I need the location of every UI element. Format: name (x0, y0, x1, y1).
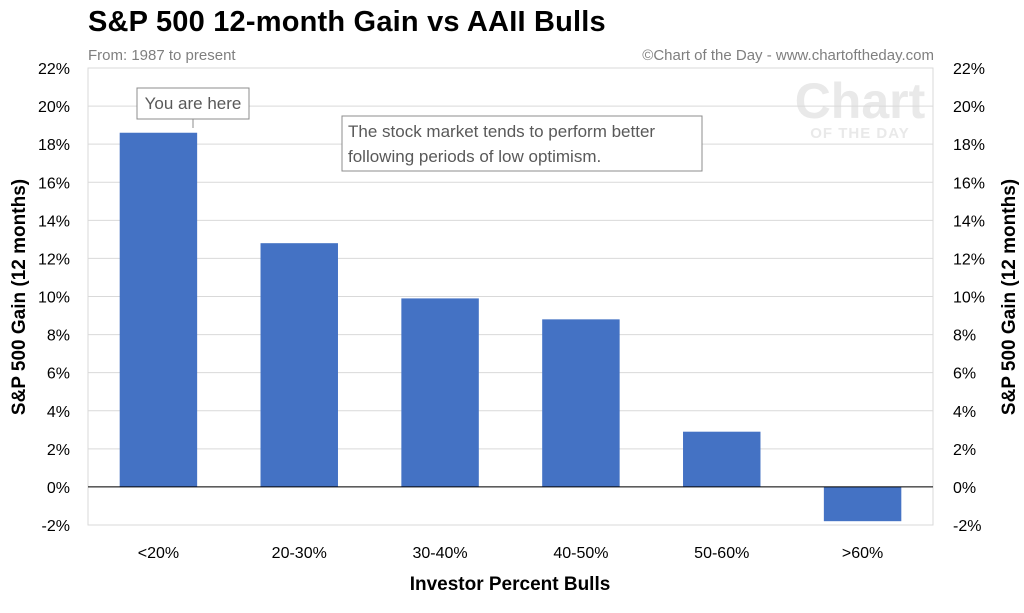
y-tick-label-left: 0% (47, 480, 70, 497)
note-line-2: following periods of low optimism. (348, 147, 601, 166)
chart-subtitle: From: 1987 to present (88, 47, 236, 64)
chart-title: S&P 500 12-month Gain vs AAII Bulls (88, 6, 606, 38)
note-border (341, 115, 703, 172)
watermark-logo: Chart OF THE DAY (795, 73, 926, 142)
y-tick-label-right: 16% (953, 175, 985, 192)
y-tick-label-left: 20% (38, 99, 70, 116)
y-tick-label-left: -2% (42, 518, 70, 535)
y-tick-label-right: 6% (953, 366, 976, 383)
y-tick-label-right: 18% (953, 137, 985, 154)
x-tick-label: <20% (138, 545, 179, 562)
bar-5 (683, 431, 761, 487)
y-tick-label-right: 22% (953, 61, 985, 78)
y-tick-label-right: 0% (953, 480, 976, 497)
y-tick-label-left: 10% (38, 290, 70, 307)
y-axis-left-ticks: -2% 0% 2% 4% 6% 8% 10% 12% 14% 16% 18% 20% 22% (38, 61, 70, 535)
bar-6 (823, 486, 902, 522)
bar-2 (260, 243, 338, 487)
y-axis-right-ticks: -2% 0% 2% 4% 6% 8% 10% 12% 14% 16% 18% 20% 22% (953, 61, 985, 535)
y-axis-title-right: S&P 500 Gain (12 months) (999, 179, 1020, 415)
callout-text: You are here (145, 94, 242, 113)
y-tick-label-left: 16% (38, 175, 70, 192)
bar-4 (542, 319, 620, 487)
watermark-line2: OF THE DAY (810, 125, 909, 142)
callout-box (136, 87, 250, 120)
y-tick-label-right: 10% (953, 290, 985, 307)
y-tick-label-left: 18% (38, 137, 70, 154)
chart-credit: ©Chart of the Day - www.chartoftheday.co… (642, 47, 934, 64)
y-tick-label-left: 2% (47, 442, 70, 459)
x-tick-label: 20-30% (272, 545, 327, 562)
you-are-here-callout: You are here (136, 87, 250, 128)
y-tick-label-right: 14% (953, 213, 985, 230)
x-tick-label: 50-60% (694, 545, 749, 562)
watermark-line1: Chart (795, 73, 926, 129)
y-tick-label-left: 8% (47, 328, 70, 345)
y-tick-label-left: 12% (38, 251, 70, 268)
x-tick-label: 30-40% (413, 545, 468, 562)
x-axis-ticks: <20% 20-30% 30-40% 40-50% 50-60% >60% (138, 545, 884, 562)
note-box: The stock market tends to perform better… (341, 115, 703, 172)
y-tick-label-left: 6% (47, 366, 70, 383)
y-tick-label-right: 20% (953, 99, 985, 116)
bars-group (119, 132, 902, 522)
y-tick-label-right: 4% (953, 404, 976, 421)
bar-1 (119, 132, 198, 487)
x-axis-title: Investor Percent Bulls (410, 574, 611, 595)
y-tick-label-left: 14% (38, 213, 70, 230)
y-axis-title-left: S&P 500 Gain (12 months) (9, 179, 30, 415)
y-tick-label-right: -2% (953, 518, 981, 535)
y-tick-label-right: 8% (953, 328, 976, 345)
y-tick-label-right: 12% (953, 251, 985, 268)
y-tick-label-left: 4% (47, 404, 70, 421)
y-tick-label-right: 2% (953, 442, 976, 459)
x-tick-label: >60% (842, 545, 883, 562)
note-line-1: The stock market tends to perform better (348, 122, 655, 141)
x-tick-label: 40-50% (553, 545, 608, 562)
bar-3 (401, 298, 479, 487)
plot-area-border (87, 67, 934, 526)
y-tick-label-left: 22% (38, 61, 70, 78)
